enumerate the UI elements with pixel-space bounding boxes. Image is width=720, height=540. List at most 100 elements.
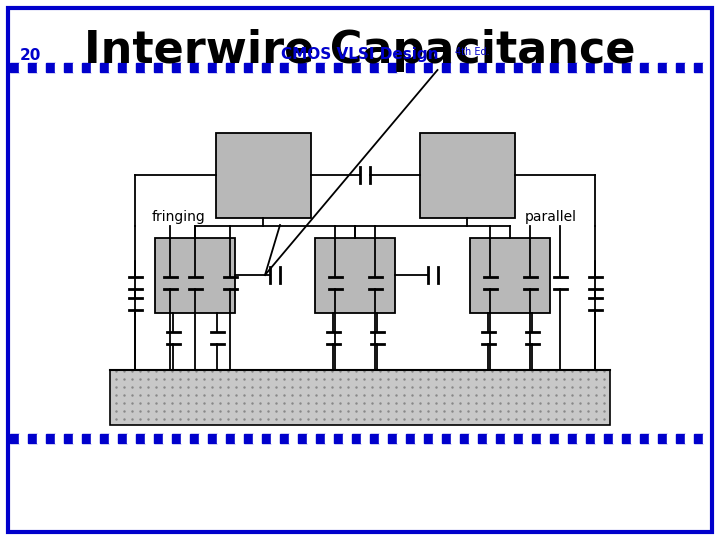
Bar xyxy=(631,63,640,72)
Bar xyxy=(361,63,370,72)
Bar xyxy=(406,63,415,72)
Bar xyxy=(420,132,515,218)
Bar xyxy=(658,434,667,443)
Bar xyxy=(433,434,442,443)
Bar xyxy=(217,63,226,72)
Bar xyxy=(127,434,136,443)
Bar xyxy=(253,63,262,72)
Bar xyxy=(523,434,532,443)
Bar xyxy=(316,63,325,72)
Bar xyxy=(451,434,460,443)
Bar xyxy=(397,63,406,72)
Bar xyxy=(73,434,82,443)
Bar xyxy=(109,434,118,443)
Bar xyxy=(613,63,622,72)
Bar xyxy=(100,63,109,72)
Bar xyxy=(289,434,298,443)
Bar xyxy=(226,434,235,443)
Bar xyxy=(307,63,316,72)
Bar xyxy=(469,434,478,443)
Bar xyxy=(424,63,433,72)
Bar xyxy=(631,434,640,443)
Bar xyxy=(532,434,541,443)
Bar xyxy=(46,434,55,443)
Bar xyxy=(46,63,55,72)
Bar xyxy=(370,63,379,72)
Bar xyxy=(235,434,244,443)
Bar xyxy=(613,434,622,443)
Bar xyxy=(470,238,550,313)
Bar xyxy=(541,434,550,443)
Bar xyxy=(199,434,208,443)
Bar xyxy=(262,434,271,443)
Bar xyxy=(118,63,127,72)
Bar xyxy=(343,434,352,443)
Bar xyxy=(10,63,19,72)
Bar xyxy=(28,63,37,72)
Bar xyxy=(703,434,710,443)
Bar xyxy=(271,63,280,72)
Bar xyxy=(208,63,217,72)
Bar xyxy=(226,63,235,72)
Bar xyxy=(19,63,28,72)
Bar xyxy=(487,434,496,443)
Bar xyxy=(325,434,334,443)
Bar xyxy=(469,63,478,72)
Bar xyxy=(163,434,172,443)
Bar xyxy=(595,63,604,72)
Bar xyxy=(262,63,271,72)
Bar xyxy=(586,434,595,443)
Bar xyxy=(37,63,46,72)
Bar xyxy=(55,63,64,72)
Bar xyxy=(676,434,685,443)
Text: CMOS VLSI Design: CMOS VLSI Design xyxy=(282,48,438,63)
Bar xyxy=(505,63,514,72)
Bar xyxy=(64,63,73,72)
Bar xyxy=(487,63,496,72)
Bar xyxy=(550,63,559,72)
Bar xyxy=(685,63,694,72)
Bar xyxy=(352,63,361,72)
Bar xyxy=(235,63,244,72)
Bar xyxy=(433,63,442,72)
Bar xyxy=(478,434,487,443)
Bar xyxy=(163,63,172,72)
Bar xyxy=(28,434,37,443)
Bar xyxy=(424,434,433,443)
Bar xyxy=(315,238,395,313)
Bar xyxy=(415,63,424,72)
Bar xyxy=(280,434,289,443)
Bar xyxy=(505,434,514,443)
Bar xyxy=(190,434,199,443)
Bar xyxy=(442,434,451,443)
Bar xyxy=(649,63,658,72)
Bar xyxy=(271,434,280,443)
Bar xyxy=(604,63,613,72)
Bar xyxy=(496,63,505,72)
Bar xyxy=(442,63,451,72)
Bar xyxy=(703,63,710,72)
Bar xyxy=(136,63,145,72)
Bar xyxy=(595,434,604,443)
Bar xyxy=(181,434,190,443)
Bar xyxy=(190,63,199,72)
Bar xyxy=(685,434,694,443)
Bar xyxy=(334,434,343,443)
Bar xyxy=(622,63,631,72)
Bar xyxy=(298,63,307,72)
Bar xyxy=(289,63,298,72)
Bar xyxy=(110,370,610,425)
Bar xyxy=(217,434,226,443)
Bar xyxy=(215,132,310,218)
Bar xyxy=(379,63,388,72)
Bar xyxy=(694,63,703,72)
Bar xyxy=(316,434,325,443)
Bar xyxy=(154,63,163,72)
Bar xyxy=(172,63,181,72)
Text: 4th Ed.: 4th Ed. xyxy=(455,47,490,57)
Bar xyxy=(640,434,649,443)
Bar xyxy=(604,434,613,443)
Bar xyxy=(550,434,559,443)
Bar xyxy=(640,63,649,72)
Bar xyxy=(568,434,577,443)
